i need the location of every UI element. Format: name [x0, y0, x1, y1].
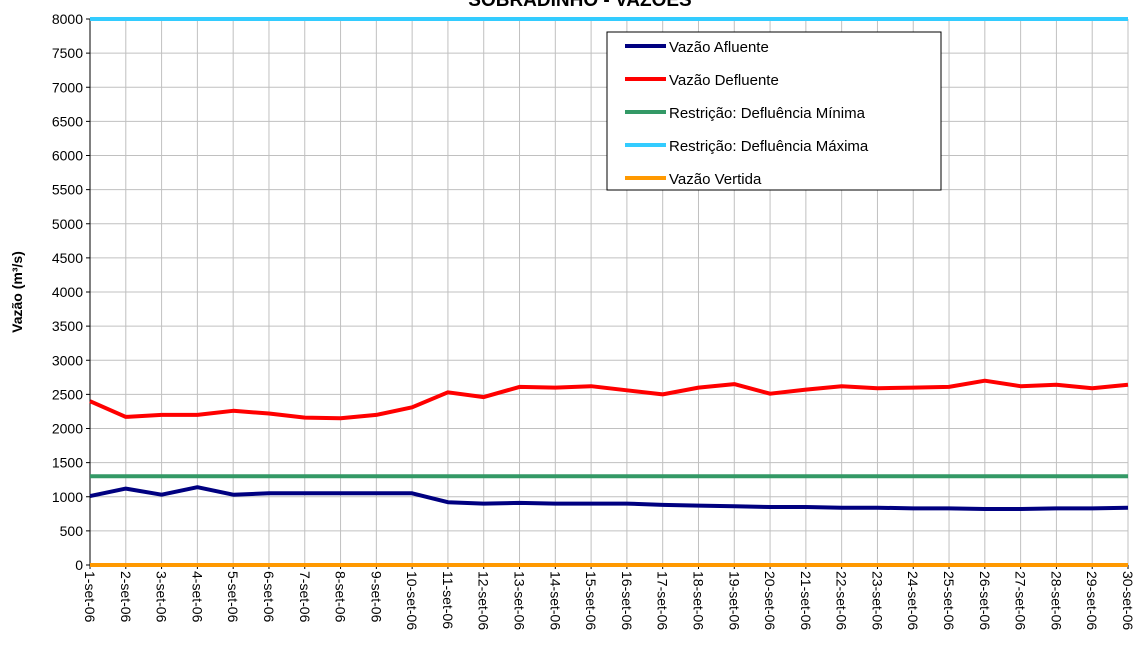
- series-line-1: [89, 485, 1129, 511]
- x-tick-label: 1-set-06: [82, 571, 98, 623]
- x-tick-label: 2-set-06: [118, 571, 134, 623]
- legend-entry: Restrição: Defluência Máxima: [669, 138, 869, 155]
- chart-title: SOBRADINHO - VAZÕES: [468, 0, 691, 11]
- series-lines: [89, 17, 1129, 567]
- x-tick-label: 24-set-06: [905, 571, 921, 630]
- y-tick-label: 8000: [52, 11, 83, 27]
- x-tick-labels: 1-set-06 2-set-06 3-set-06 4-set-06 5-set-06…: [82, 571, 1136, 630]
- legend-entry: Vazão Afluente: [669, 39, 769, 56]
- x-tick-label: 9-set-06: [368, 571, 384, 623]
- x-tick-label: 19-set-06: [726, 571, 742, 630]
- y-tick-label: 1500: [52, 455, 83, 471]
- x-tick-label: 25-set-06: [941, 571, 957, 630]
- x-tick-label: 6-set-06: [261, 571, 277, 623]
- y-tick-label: 3000: [52, 352, 83, 368]
- x-tick-label: 30-set-06: [1120, 571, 1136, 630]
- x-tick-label: 17-set-06: [655, 571, 671, 630]
- x-tick-label: 5-set-06: [225, 571, 241, 623]
- x-tick-label: 10-set-06: [404, 571, 420, 630]
- legend-entry: Vazão Vertida: [669, 171, 762, 188]
- y-tick-label: 7000: [52, 79, 83, 95]
- x-tick-label: 3-set-06: [154, 571, 170, 623]
- legend: Vazão Afluente Vazão Defluente Restrição: …: [606, 31, 942, 191]
- x-tick-label: 12-set-06: [476, 571, 492, 630]
- x-tick-label: 8-set-06: [333, 571, 349, 623]
- y-tick-label: 0: [75, 557, 83, 573]
- x-tick-label: 18-set-06: [690, 571, 706, 630]
- series-line-2: [89, 378, 1129, 421]
- y-tick-label: 7500: [52, 45, 83, 61]
- y-tick-label: 3500: [52, 318, 83, 334]
- y-tick-labels: 0 500 1000 1500 2000 2500 3000 3500 4000 4500 5000…: [52, 11, 83, 573]
- x-tick-label: 26-set-06: [977, 571, 993, 630]
- y-tick-label: 2000: [52, 421, 83, 437]
- x-tick-label: 16-set-06: [619, 571, 635, 630]
- x-tick-label: 29-set-06: [1084, 571, 1100, 630]
- x-tick-label: 14-set-06: [547, 571, 563, 630]
- y-tick-label: 2500: [52, 386, 83, 402]
- x-tick-label: 22-set-06: [834, 571, 850, 630]
- x-tick-label: 23-set-06: [869, 571, 885, 630]
- y-axis-label: Vazão (m³/s): [9, 251, 25, 333]
- x-tick-label: 15-set-06: [583, 571, 599, 630]
- y-tick-label: 4000: [52, 284, 83, 300]
- y-tick-label: 500: [60, 523, 84, 539]
- x-tick-label: 11-set-06: [440, 571, 456, 629]
- x-tick-label: 27-set-06: [1013, 571, 1029, 630]
- y-tick-label: 4500: [52, 250, 83, 266]
- y-tick-label: 5000: [52, 216, 83, 232]
- x-tick-label: 13-set-06: [512, 571, 528, 630]
- legend-entry: Vazão Defluente: [669, 72, 779, 89]
- y-tick-label: 1000: [52, 489, 83, 505]
- x-tick-label: 4-set-06: [189, 571, 205, 623]
- x-tick-label: 7-set-06: [297, 571, 313, 623]
- y-tick-label: 6500: [52, 113, 83, 129]
- x-tick-label: 28-set-06: [1048, 571, 1064, 630]
- legend-entry: Restrição: Defluência Mínima: [669, 105, 866, 122]
- x-tick-label: 20-set-06: [762, 571, 778, 630]
- y-tick-label: 5500: [52, 182, 83, 198]
- y-tick-label: 6000: [52, 148, 83, 164]
- x-tick-label: 21-set-06: [798, 571, 814, 630]
